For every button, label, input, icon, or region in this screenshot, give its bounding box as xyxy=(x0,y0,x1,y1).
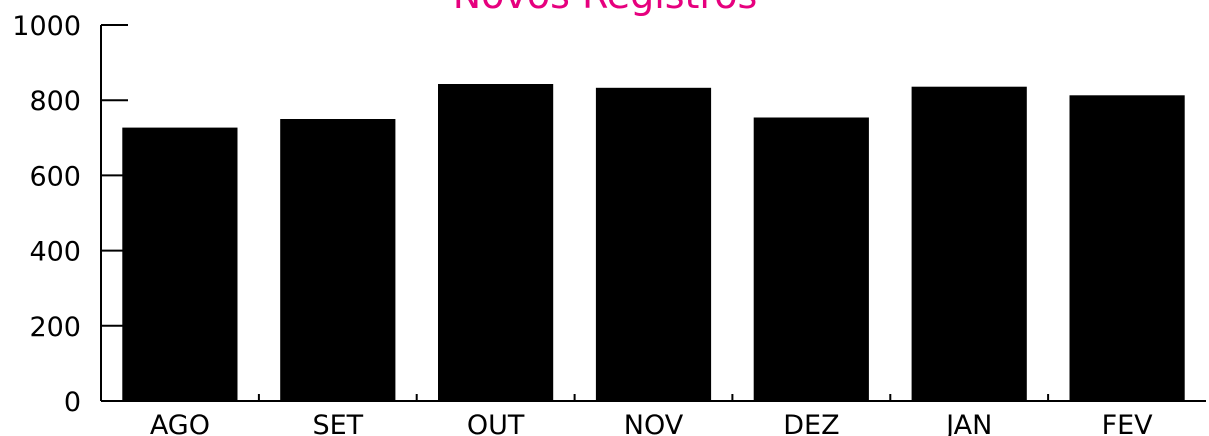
x-tick-label-set: SET xyxy=(312,410,363,436)
x-axis: AGO SET OUT NOV DEZ JAN FEV xyxy=(101,394,1206,436)
bar-set xyxy=(280,119,396,401)
x-tick-label-fev: FEV xyxy=(1102,410,1154,436)
chart-title: Novos Registros xyxy=(453,0,758,17)
x-tick-label-jan: JAN xyxy=(944,410,992,436)
bars-group xyxy=(122,84,1185,402)
bar-fev xyxy=(1069,95,1185,402)
bar-jan xyxy=(911,86,1027,401)
x-tick-label-nov: NOV xyxy=(624,410,684,436)
x-tick-label-out: OUT xyxy=(467,410,525,436)
bar-dez xyxy=(753,117,869,401)
x-tick-label-ago: AGO xyxy=(150,410,210,436)
bar-nov xyxy=(595,87,712,402)
y-axis: 0 200 400 600 800 1000 xyxy=(12,11,128,418)
bar-ago xyxy=(122,127,238,401)
y-tick-label-0: 0 xyxy=(64,387,81,418)
y-tick-label-400: 400 xyxy=(29,237,81,268)
y-tick-label-600: 600 xyxy=(29,161,81,192)
x-tick-label-dez: DEZ xyxy=(783,410,839,436)
bar-out xyxy=(438,84,554,401)
y-tick-label-200: 200 xyxy=(29,312,81,343)
y-tick-label-1000: 1000 xyxy=(12,11,81,42)
y-tick-label-800: 800 xyxy=(29,86,81,117)
